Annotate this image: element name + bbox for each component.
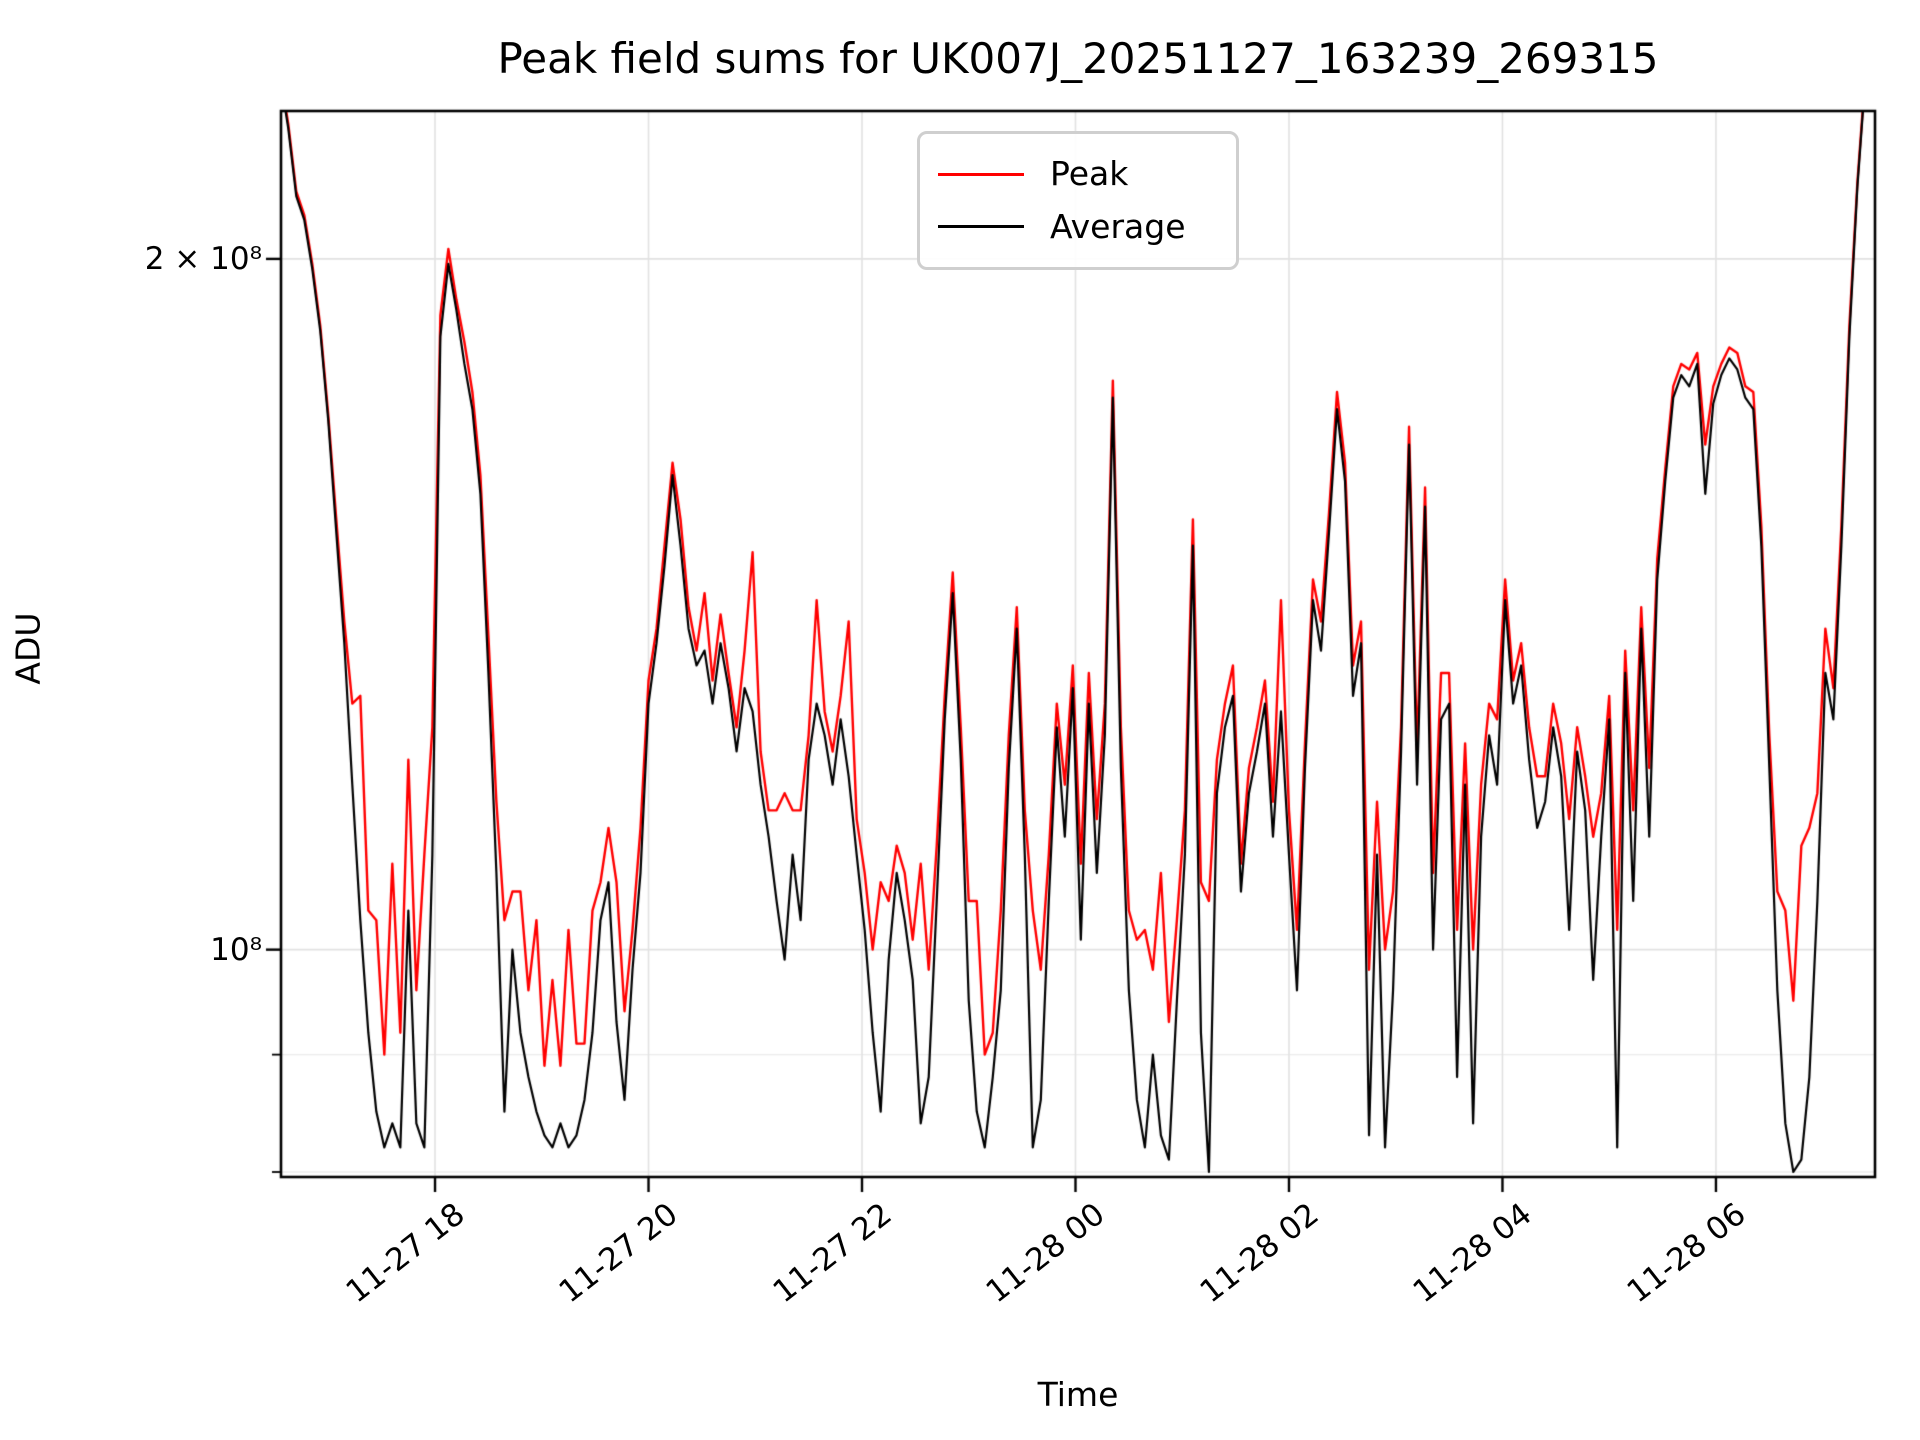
y-tick-label: 10⁸ xyxy=(210,931,262,968)
y-tick-label: 2 × 10⁸ xyxy=(144,240,262,277)
y-axis-label: ADU xyxy=(8,612,48,685)
legend-entry-average: Average xyxy=(938,206,1218,246)
x-axis-label: Time xyxy=(1037,1375,1119,1414)
legend-label-average: Average xyxy=(1050,206,1186,246)
average-line-swatch xyxy=(938,225,1024,229)
chart-title: Peak field sums for UK007J_20251127_1632… xyxy=(497,34,1659,83)
legend: Peak Average xyxy=(917,131,1239,270)
legend-label-peak: Peak xyxy=(1050,154,1129,194)
legend-entry-peak: Peak xyxy=(938,156,1218,192)
peak-line-swatch xyxy=(938,172,1024,176)
